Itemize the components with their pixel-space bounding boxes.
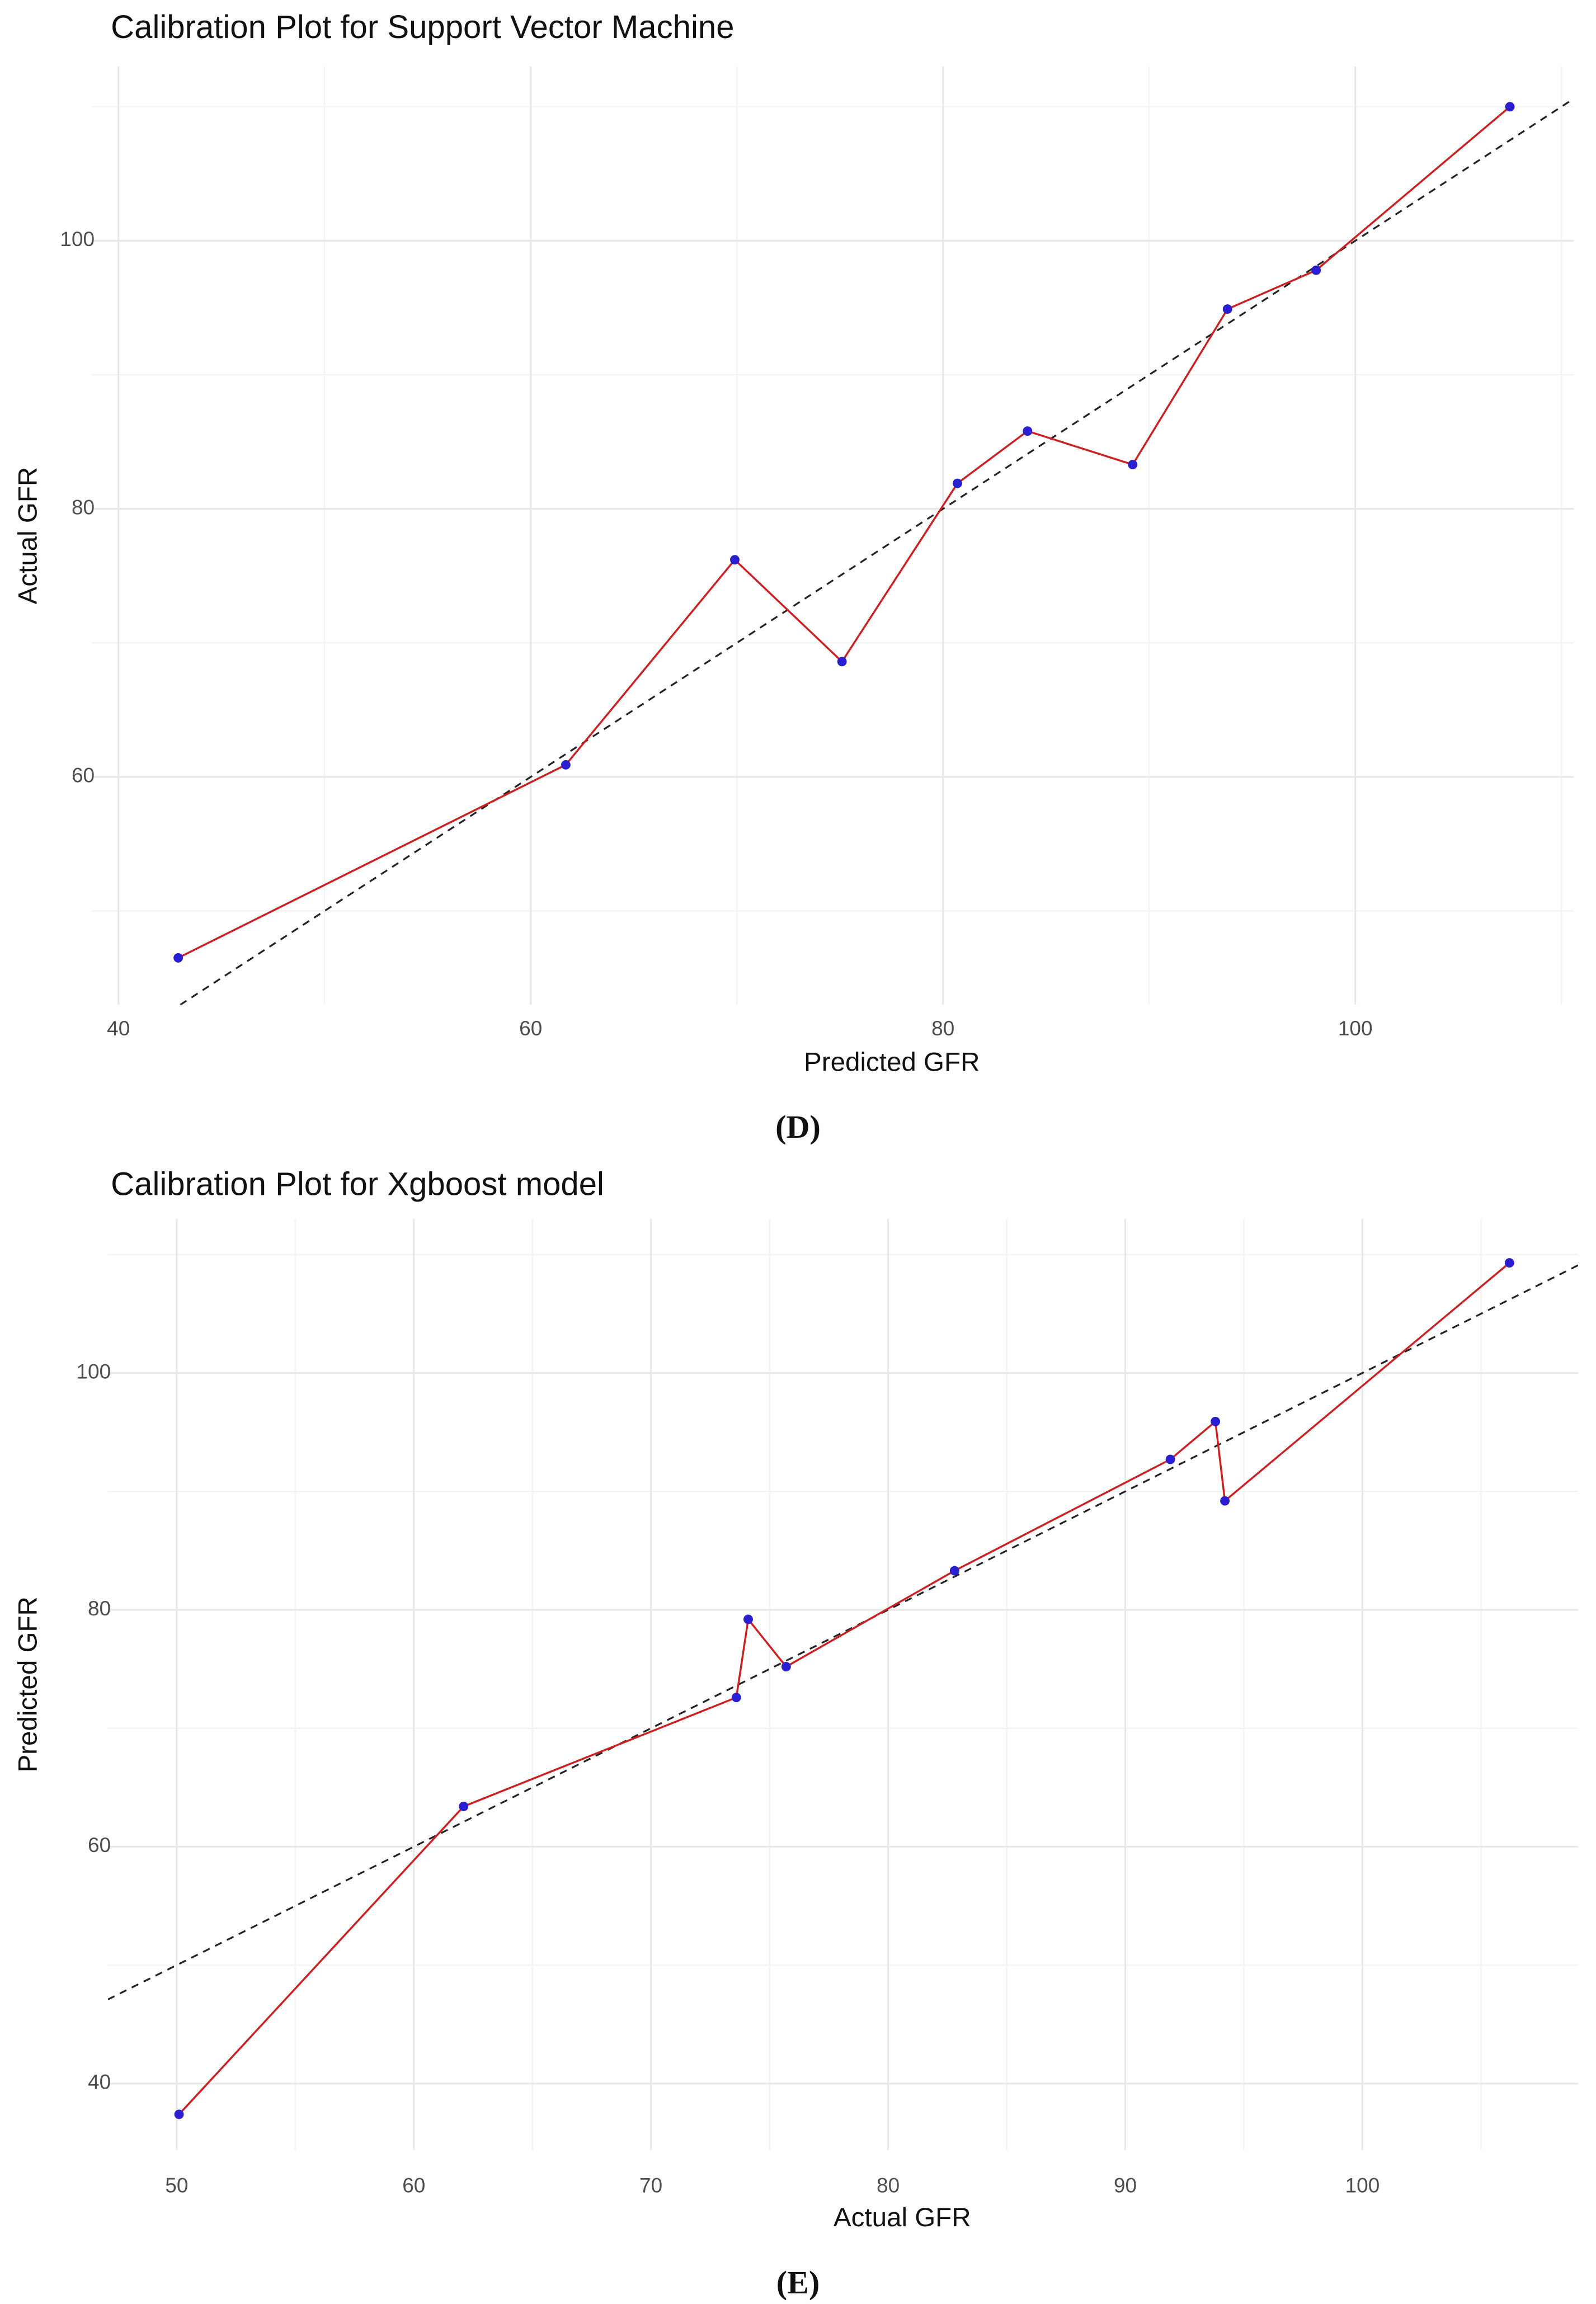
point xyxy=(949,1566,959,1576)
y-tick-label: 40 xyxy=(88,2071,111,2094)
point xyxy=(1165,1454,1175,1464)
point xyxy=(173,953,183,963)
y-tick-label: 60 xyxy=(72,764,95,787)
calibration-line xyxy=(177,106,1511,959)
chart-title: Calibration Plot for Support Vector Mach… xyxy=(111,9,734,45)
x-tick-label: 50 xyxy=(165,2174,188,2197)
y-axis-title: Actual GFR xyxy=(13,467,43,605)
point xyxy=(1222,304,1232,314)
point xyxy=(781,1662,791,1672)
plot xyxy=(107,1258,1579,2119)
y-tick-label: 60 xyxy=(88,1834,111,1857)
y-tick-label: 80 xyxy=(72,496,95,519)
x-tick-label: 80 xyxy=(877,2174,900,2197)
reference-line xyxy=(107,1264,1579,2001)
point xyxy=(174,2109,184,2119)
point xyxy=(1220,1496,1230,1506)
caption: (E) xyxy=(776,2264,820,2301)
point xyxy=(1505,102,1515,112)
x-tick-label: 60 xyxy=(402,2174,425,2197)
point xyxy=(1211,1416,1221,1426)
x-tick-label: 40 xyxy=(107,1017,130,1040)
y-axis-title: Predicted GFR xyxy=(13,1596,43,1772)
caption: (D) xyxy=(775,1109,821,1145)
x-tick-label: 90 xyxy=(1114,2174,1137,2197)
y-tick-label: 80 xyxy=(88,1597,111,1620)
point xyxy=(1023,426,1033,436)
chart-title: Calibration Plot for Xgboost model xyxy=(111,1166,604,1203)
point xyxy=(1311,265,1321,275)
point xyxy=(743,1614,753,1624)
x-tick-label: 100 xyxy=(1338,1017,1373,1040)
plot xyxy=(173,98,1574,1005)
point xyxy=(1504,1258,1514,1268)
calibration-line xyxy=(178,1262,1510,2115)
point xyxy=(561,760,571,770)
point xyxy=(731,1693,741,1703)
y-tick-label: 100 xyxy=(60,228,95,251)
chart: 40 60 80 100 60 80 100 Calibration Plot for Sup… xyxy=(13,9,1574,1145)
x-tick-label: 100 xyxy=(1345,2174,1380,2197)
point xyxy=(459,1802,469,1811)
reference-line xyxy=(180,98,1574,1005)
x-tick-label: 70 xyxy=(639,2174,662,2197)
point xyxy=(837,657,847,667)
x-tick-label: 60 xyxy=(519,1017,542,1040)
point xyxy=(1128,460,1138,470)
point xyxy=(730,555,740,565)
point xyxy=(953,478,962,488)
chart: 50 60 70 80 90 100 40 60 80 100 Calibration Plot f… xyxy=(13,1166,1579,2301)
x-axis-title: Predicted GFR xyxy=(804,1047,980,1077)
x-tick-label: 80 xyxy=(931,1017,954,1040)
x-axis-title: Actual GFR xyxy=(834,2203,971,2232)
y-tick-label: 100 xyxy=(76,1360,111,1383)
